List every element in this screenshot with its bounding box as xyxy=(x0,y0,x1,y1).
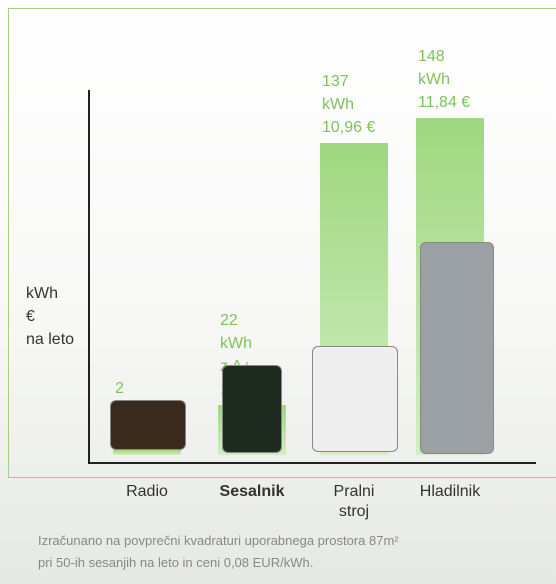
value-label-line: 137 xyxy=(322,70,375,93)
infographic: kWh€na leto Izračunano na povprečni kvad… xyxy=(0,0,556,584)
value-label-line: 10,96 € xyxy=(322,116,375,139)
value-label-line: kWh xyxy=(220,332,264,355)
footnote-line: Izračunano na povprečni kvadraturi upora… xyxy=(38,530,538,552)
x-tick-label: Radio xyxy=(102,482,192,502)
x-tick-label: Sesalnik xyxy=(207,482,297,502)
y-axis xyxy=(88,90,90,464)
x-tick-label: Pralni stroj xyxy=(329,482,379,522)
value-label-line: 22 xyxy=(220,309,264,332)
value-label-line: 11,84 € xyxy=(418,91,470,114)
value-label-line: 2 xyxy=(115,377,159,400)
bar xyxy=(113,450,181,455)
x-tick-label: Hladilnik xyxy=(405,482,495,502)
value-label-line: kWh xyxy=(418,68,470,91)
y-label-line: € xyxy=(26,305,74,328)
appliance-image xyxy=(312,346,398,452)
appliance-image xyxy=(222,365,282,453)
appliance-image xyxy=(420,242,494,454)
value-label-line: 148 xyxy=(418,45,470,68)
value-label-line: kWh xyxy=(322,93,375,116)
footnote: Izračunano na povprečni kvadraturi upora… xyxy=(38,530,538,574)
y-axis-label: kWh€na leto xyxy=(26,282,74,351)
y-label-line: kWh xyxy=(26,282,74,305)
y-label-line: na leto xyxy=(26,328,74,351)
appliance-image xyxy=(110,400,186,450)
x-axis xyxy=(88,462,536,464)
footnote-line: pri 50-ih sesanjih na leto in ceni 0,08 … xyxy=(38,552,538,574)
